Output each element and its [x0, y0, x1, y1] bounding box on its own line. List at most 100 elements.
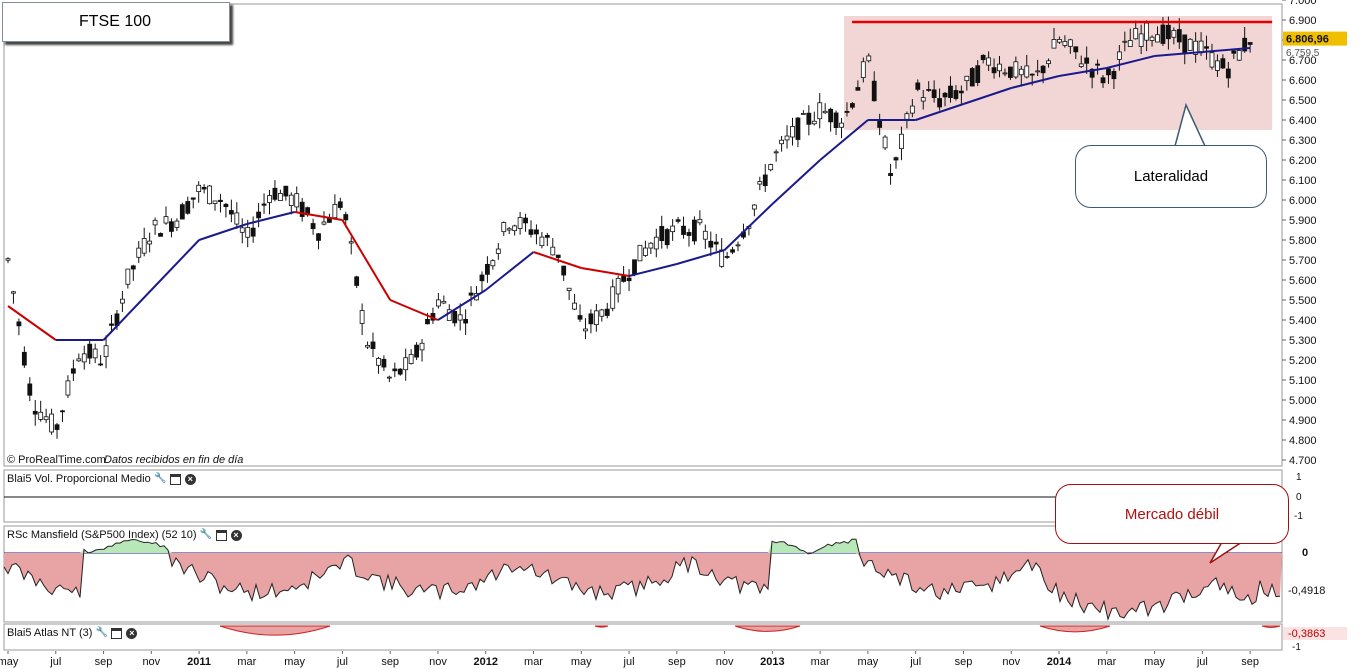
- candle-body: [125, 268, 131, 285]
- x-axis-label: nov: [716, 656, 734, 668]
- price-tick-label: 6.700: [1289, 55, 1317, 67]
- candle-body: [893, 157, 899, 161]
- candle-body: [403, 357, 409, 371]
- candle-body: [544, 235, 550, 238]
- candle-body: [365, 344, 370, 348]
- candle-body: [343, 214, 349, 221]
- candle-body: [245, 227, 251, 238]
- candle-body: [463, 319, 469, 324]
- candle-body: [1193, 40, 1199, 55]
- candle-body: [321, 221, 327, 225]
- candle-body: [839, 122, 844, 128]
- candle-body: [386, 376, 392, 379]
- candle-body: [860, 61, 866, 78]
- window-icon[interactable]: [111, 627, 123, 639]
- x-axis-label: 2011: [187, 656, 211, 668]
- candle-body: [152, 219, 158, 226]
- price-tick-label: 5.900: [1289, 215, 1317, 227]
- candle-body: [65, 380, 71, 396]
- candle-body: [572, 302, 577, 310]
- candle-body: [942, 92, 948, 98]
- candle-body: [653, 236, 659, 250]
- mercado-debil-callout: Mercado débil: [1055, 484, 1289, 544]
- candle-body: [92, 348, 98, 359]
- candle-body: [1100, 77, 1106, 84]
- candle-body: [1046, 60, 1051, 65]
- wrench-icon[interactable]: 🔧: [199, 529, 213, 540]
- candle-body: [790, 126, 795, 138]
- source-note: © ProRealTime.com: [7, 454, 106, 466]
- moving-average-segment: [246, 211, 295, 225]
- candle-body: [719, 249, 725, 267]
- candle-body: [234, 212, 240, 225]
- price-tick-label: 6.900: [1289, 15, 1317, 27]
- candle-body: [909, 105, 915, 114]
- mansfield-panel-header: RSc Mansfield (S&P500 Index) (52 10) 🔧 ×: [7, 527, 242, 543]
- candle-body: [316, 233, 321, 241]
- candle-body: [1073, 46, 1079, 53]
- candle-body: [550, 246, 556, 256]
- price-tick-label: 5.600: [1289, 275, 1317, 287]
- candle-body: [1236, 50, 1242, 61]
- candle-body: [702, 230, 708, 240]
- atlas-panel-title: Blai5 Atlas NT (3): [7, 627, 93, 639]
- candle-body: [501, 222, 507, 233]
- candle-body: [141, 238, 147, 254]
- moving-average-segment: [1106, 55, 1155, 69]
- candle-body: [190, 197, 196, 200]
- candle-body: [980, 54, 986, 61]
- moving-average-segment: [437, 289, 487, 321]
- candle-body: [899, 133, 904, 150]
- candle-body: [1242, 37, 1248, 52]
- x-axis-label: 2012: [473, 656, 497, 668]
- wrench-icon[interactable]: 🔧: [153, 473, 167, 484]
- candle-body: [561, 265, 567, 276]
- candle-body: [1035, 70, 1041, 73]
- candle-body: [626, 277, 632, 282]
- candle-body: [1155, 34, 1160, 43]
- candle-body: [1078, 63, 1084, 67]
- price-tick-label: 6.200: [1289, 155, 1317, 167]
- price-tick-label: 5.500: [1289, 295, 1317, 307]
- wrench-icon[interactable]: 🔧: [95, 627, 109, 638]
- x-axis-label: may: [1144, 656, 1165, 668]
- candle-body: [795, 117, 801, 140]
- candle-body: [888, 173, 893, 176]
- candle-body: [435, 299, 441, 307]
- candle-body: [207, 185, 212, 205]
- close-icon[interactable]: ×: [184, 473, 196, 485]
- candle-body: [784, 135, 790, 141]
- window-icon[interactable]: [215, 529, 227, 541]
- moving-average-segment: [676, 249, 725, 265]
- close-icon[interactable]: ×: [126, 627, 138, 639]
- candle-body: [931, 89, 937, 99]
- candle-body: [1018, 68, 1024, 76]
- volume-tick-label: 0: [1296, 492, 1302, 503]
- candle-body: [681, 225, 686, 235]
- candle-body: [871, 80, 877, 102]
- moving-average-segment: [294, 211, 343, 221]
- moving-average-segment: [771, 159, 821, 205]
- candle-body: [1182, 34, 1188, 54]
- last-price-tag: [1283, 31, 1347, 46]
- moving-average-segment: [581, 267, 630, 277]
- chart-title: FTSE 100: [79, 13, 152, 30]
- candle-body: [1225, 68, 1231, 79]
- candle-body: [915, 82, 921, 90]
- candle-body: [479, 274, 485, 282]
- candle-body: [1057, 39, 1062, 43]
- x-axis-label: 2013: [760, 656, 784, 668]
- candle-body: [1116, 51, 1122, 60]
- candle-body: [637, 244, 643, 262]
- x-axis-label: jul: [623, 656, 635, 668]
- candle-body: [850, 103, 855, 108]
- close-icon[interactable]: ×: [230, 529, 242, 541]
- mansfield-line: [3, 538, 1281, 621]
- window-icon[interactable]: [169, 473, 181, 485]
- x-axis-label: jul: [336, 656, 348, 668]
- candle-body: [1024, 65, 1030, 78]
- moving-average-segment: [341, 219, 392, 301]
- price-tick-label: 6.600: [1289, 75, 1317, 87]
- source-note-italic: Datos recibidos en fin de día: [104, 454, 243, 466]
